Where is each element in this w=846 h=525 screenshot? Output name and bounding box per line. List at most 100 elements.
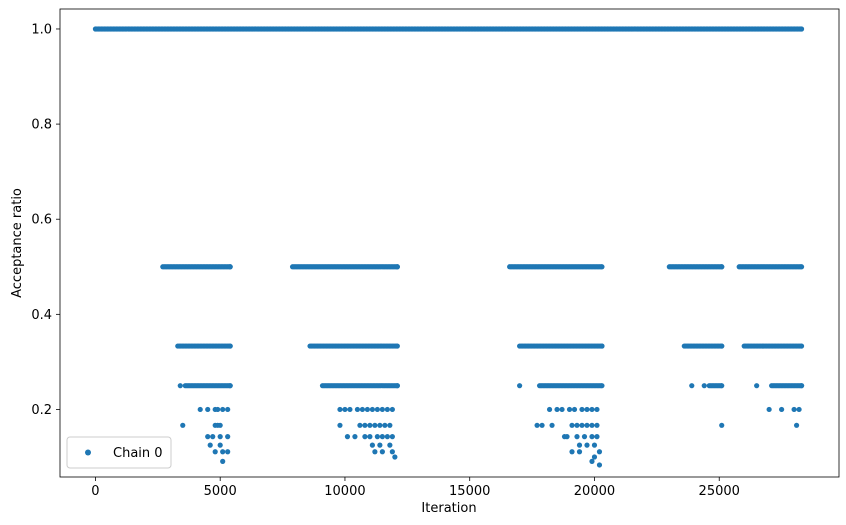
data-point xyxy=(394,343,400,349)
data-point xyxy=(798,383,805,389)
data-point xyxy=(599,383,605,389)
data-point xyxy=(177,383,183,389)
y-tick-label: 0.2 xyxy=(31,403,52,418)
data-point xyxy=(369,406,375,413)
data-point xyxy=(205,434,211,440)
data-point xyxy=(205,406,211,413)
x-axis: 0 5000 10000 15000 20000 25000 xyxy=(91,477,740,499)
data-point xyxy=(367,422,373,428)
data-point xyxy=(589,406,595,413)
data-point xyxy=(374,406,380,413)
x-axis-label: Iteration xyxy=(421,501,476,516)
data-point xyxy=(576,449,583,455)
data-point xyxy=(546,406,553,413)
data-point xyxy=(357,422,363,428)
data-point xyxy=(584,422,590,428)
data-point xyxy=(362,434,368,440)
x-tick-label: 0 xyxy=(91,484,99,499)
data-point xyxy=(367,434,373,440)
data-point xyxy=(594,434,600,440)
data-point xyxy=(394,383,400,389)
data-point xyxy=(215,406,221,413)
data-point xyxy=(719,422,725,428)
data-point xyxy=(584,406,590,413)
data-point xyxy=(599,264,605,270)
y-axis-label: Acceptance ratio xyxy=(10,188,25,298)
data-point xyxy=(798,26,805,32)
data-point xyxy=(227,264,233,270)
data-point xyxy=(354,406,361,413)
data-point xyxy=(596,462,603,468)
data-point xyxy=(576,442,583,448)
data-point xyxy=(374,434,380,440)
data-point xyxy=(574,434,580,440)
legend-marker-chain-0 xyxy=(85,449,91,456)
data-point xyxy=(180,422,186,428)
data-point xyxy=(594,406,600,413)
data-point xyxy=(701,383,707,389)
data-point xyxy=(210,434,216,440)
data-point xyxy=(689,383,695,389)
data-point xyxy=(220,406,226,413)
y-tick-label: 1.0 xyxy=(31,22,52,37)
data-point xyxy=(342,406,348,413)
data-point xyxy=(589,434,595,440)
data-point xyxy=(379,406,385,413)
data-point xyxy=(549,422,555,428)
data-point xyxy=(574,422,580,428)
data-point xyxy=(377,442,383,448)
data-point xyxy=(719,264,725,270)
data-point xyxy=(217,422,223,428)
data-point xyxy=(534,422,540,428)
x-tick-label: 5000 xyxy=(204,484,237,499)
data-point xyxy=(369,442,375,448)
data-point xyxy=(584,442,590,448)
legend: Chain 0 xyxy=(66,436,172,469)
x-tick-label: 25000 xyxy=(699,484,740,499)
data-point xyxy=(796,406,802,413)
y-tick-label: 0.6 xyxy=(31,213,52,228)
data-point xyxy=(594,422,600,428)
data-point xyxy=(569,449,575,455)
data-point xyxy=(344,434,351,440)
data-point xyxy=(779,406,785,413)
data-point xyxy=(212,449,218,455)
data-point xyxy=(596,449,603,455)
data-point xyxy=(564,434,570,440)
data-point xyxy=(337,422,343,428)
x-tick-label: 10000 xyxy=(324,484,365,499)
data-point xyxy=(225,449,231,455)
data-point xyxy=(754,383,760,389)
x-tick-label: 20000 xyxy=(574,484,615,499)
x-tick-label: 15000 xyxy=(449,484,490,499)
data-point xyxy=(217,434,223,440)
data-point xyxy=(579,422,585,428)
data-point xyxy=(569,422,575,428)
data-point xyxy=(377,422,383,428)
data-point xyxy=(793,422,800,428)
data-point xyxy=(379,434,385,440)
data-point xyxy=(589,458,595,464)
data-point xyxy=(591,454,598,460)
data-point xyxy=(389,449,395,455)
data-point xyxy=(372,422,378,428)
data-point xyxy=(589,422,595,428)
data-point xyxy=(581,434,588,440)
data-point xyxy=(372,449,378,455)
data-point xyxy=(337,406,343,413)
y-tick-label: 0.4 xyxy=(31,308,52,323)
data-point xyxy=(227,383,233,389)
data-point xyxy=(364,406,371,413)
data-point xyxy=(719,343,725,349)
data-point xyxy=(387,422,393,428)
data-point xyxy=(539,422,545,428)
data-points xyxy=(92,26,805,468)
data-point xyxy=(384,406,390,413)
data-point xyxy=(599,343,605,349)
data-point xyxy=(798,343,805,349)
data-point xyxy=(766,406,772,413)
data-point xyxy=(352,434,358,440)
data-point xyxy=(220,449,226,455)
y-axis: 0.2 0.4 0.6 0.8 1.0 xyxy=(31,22,60,418)
plot-frame xyxy=(59,8,840,478)
